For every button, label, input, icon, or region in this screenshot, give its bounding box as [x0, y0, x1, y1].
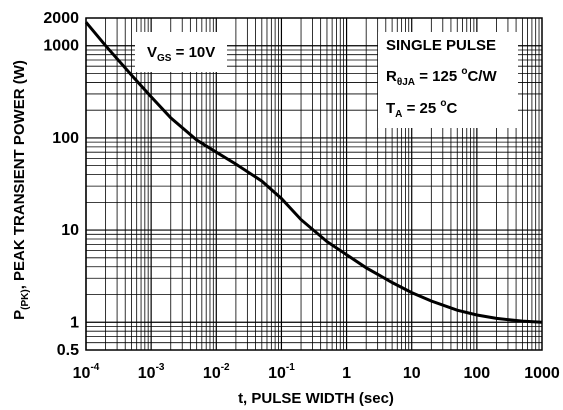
- y-tick-label: 2000: [43, 10, 79, 27]
- y-tick-label: 100: [52, 130, 79, 147]
- x-tick-label: 10: [403, 365, 421, 382]
- y-axis-label: P(PK), PEAK TRANSIENT POWER (W): [11, 60, 31, 320]
- x-tick-label: 10-4: [73, 362, 100, 382]
- x-tick-label: 10-3: [138, 362, 165, 382]
- y-tick-label: 1: [70, 314, 79, 331]
- single-pulse-label: SINGLE PULSE: [386, 37, 496, 54]
- y-tick-label: 1000: [43, 38, 79, 55]
- x-tick-label: 100: [464, 365, 491, 382]
- y-tick-label: 10: [61, 222, 79, 239]
- x-tick-label: 10-2: [203, 362, 230, 382]
- x-tick-label: 1000: [524, 365, 560, 382]
- y-tick-label: 0.5: [57, 342, 79, 359]
- x-tick-label: 1: [342, 365, 351, 382]
- plot-frame: [85, 17, 543, 351]
- vgs-annotation: VGS = 10V: [135, 32, 227, 72]
- ta-label: TA = 25 oC: [386, 98, 457, 120]
- vgs-label: VGS = 10V: [147, 44, 215, 64]
- x-axis-label: t, PULSE WIDTH (sec): [238, 390, 394, 407]
- power-curve: [84, 21, 543, 324]
- rtheta-label: RθJA = 125 oC/W: [386, 66, 497, 88]
- conditions-annotation: SINGLE PULSE RθJA = 125 oC/W TA = 25 oC: [378, 32, 518, 128]
- x-tick-labels: 10-4 10-3 10-2 10-1 1 10 100 1000: [73, 362, 560, 382]
- y-tick-labels: 2000 1000 100 10 1 0.5: [43, 10, 79, 359]
- x-tick-label: 10-1: [268, 362, 295, 382]
